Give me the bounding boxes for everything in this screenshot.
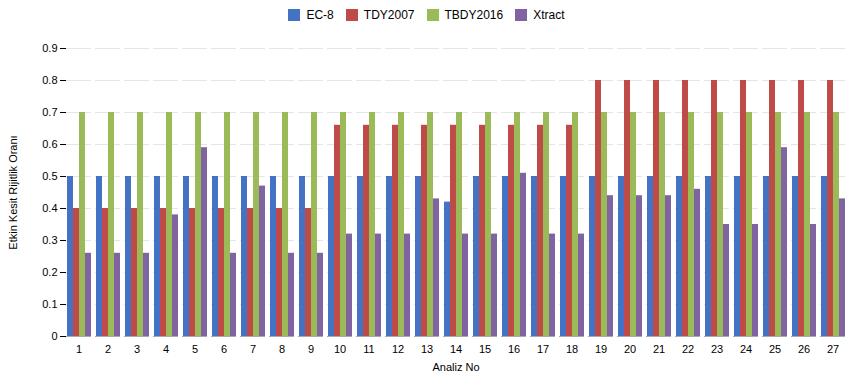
svg-text:0.7: 0.7 — [42, 106, 57, 118]
svg-text:16: 16 — [508, 343, 520, 355]
svg-text:0.3: 0.3 — [42, 234, 57, 246]
svg-text:27: 27 — [827, 343, 839, 355]
svg-text:25: 25 — [769, 343, 781, 355]
svg-text:0.5: 0.5 — [42, 170, 57, 182]
svg-text:3: 3 — [134, 343, 140, 355]
svg-text:5: 5 — [192, 343, 198, 355]
svg-text:15: 15 — [479, 343, 491, 355]
svg-text:20: 20 — [624, 343, 636, 355]
svg-text:7: 7 — [250, 343, 256, 355]
html-text:TDY2007: TDY2007 — [363, 8, 415, 22]
svg-text:12: 12 — [392, 343, 404, 355]
html-text:TBDY2016: TBDY2016 — [444, 8, 504, 22]
svg-text:17: 17 — [537, 343, 549, 355]
svg-text:0: 0 — [51, 330, 57, 342]
svg-text:23: 23 — [711, 343, 723, 355]
svg-text:21: 21 — [653, 343, 665, 355]
svg-text:0.2: 0.2 — [42, 266, 57, 278]
svg-text:18: 18 — [566, 343, 578, 355]
svg-text:4: 4 — [163, 343, 169, 355]
svg-text:26: 26 — [798, 343, 810, 355]
svg-text:0.8: 0.8 — [42, 74, 57, 86]
svg-text:19: 19 — [595, 343, 607, 355]
svg-text:Etkin Kesit Rijitlik Oranı: Etkin Kesit Rijitlik Oranı — [7, 135, 19, 249]
svg-text:0.1: 0.1 — [42, 298, 57, 310]
svg-text:0.4: 0.4 — [42, 202, 57, 214]
html-text:Xtract: Xtract — [533, 8, 565, 22]
svg-text:Analiz No: Analiz No — [432, 361, 479, 373]
svg-text:10: 10 — [334, 343, 346, 355]
svg-text:1: 1 — [76, 343, 82, 355]
svg-text:8: 8 — [279, 343, 285, 355]
svg-text:14: 14 — [450, 343, 462, 355]
svg-text:22: 22 — [682, 343, 694, 355]
svg-text:9: 9 — [308, 343, 314, 355]
svg-text:0.6: 0.6 — [42, 138, 57, 150]
svg-text:11: 11 — [363, 343, 374, 355]
svg-text:24: 24 — [740, 343, 752, 355]
html-text:EC-8: EC-8 — [306, 8, 334, 22]
svg-text:0.9: 0.9 — [42, 42, 57, 54]
svg-text:2: 2 — [105, 343, 111, 355]
svg-text:6: 6 — [221, 343, 227, 355]
svg-text:13: 13 — [421, 343, 433, 355]
